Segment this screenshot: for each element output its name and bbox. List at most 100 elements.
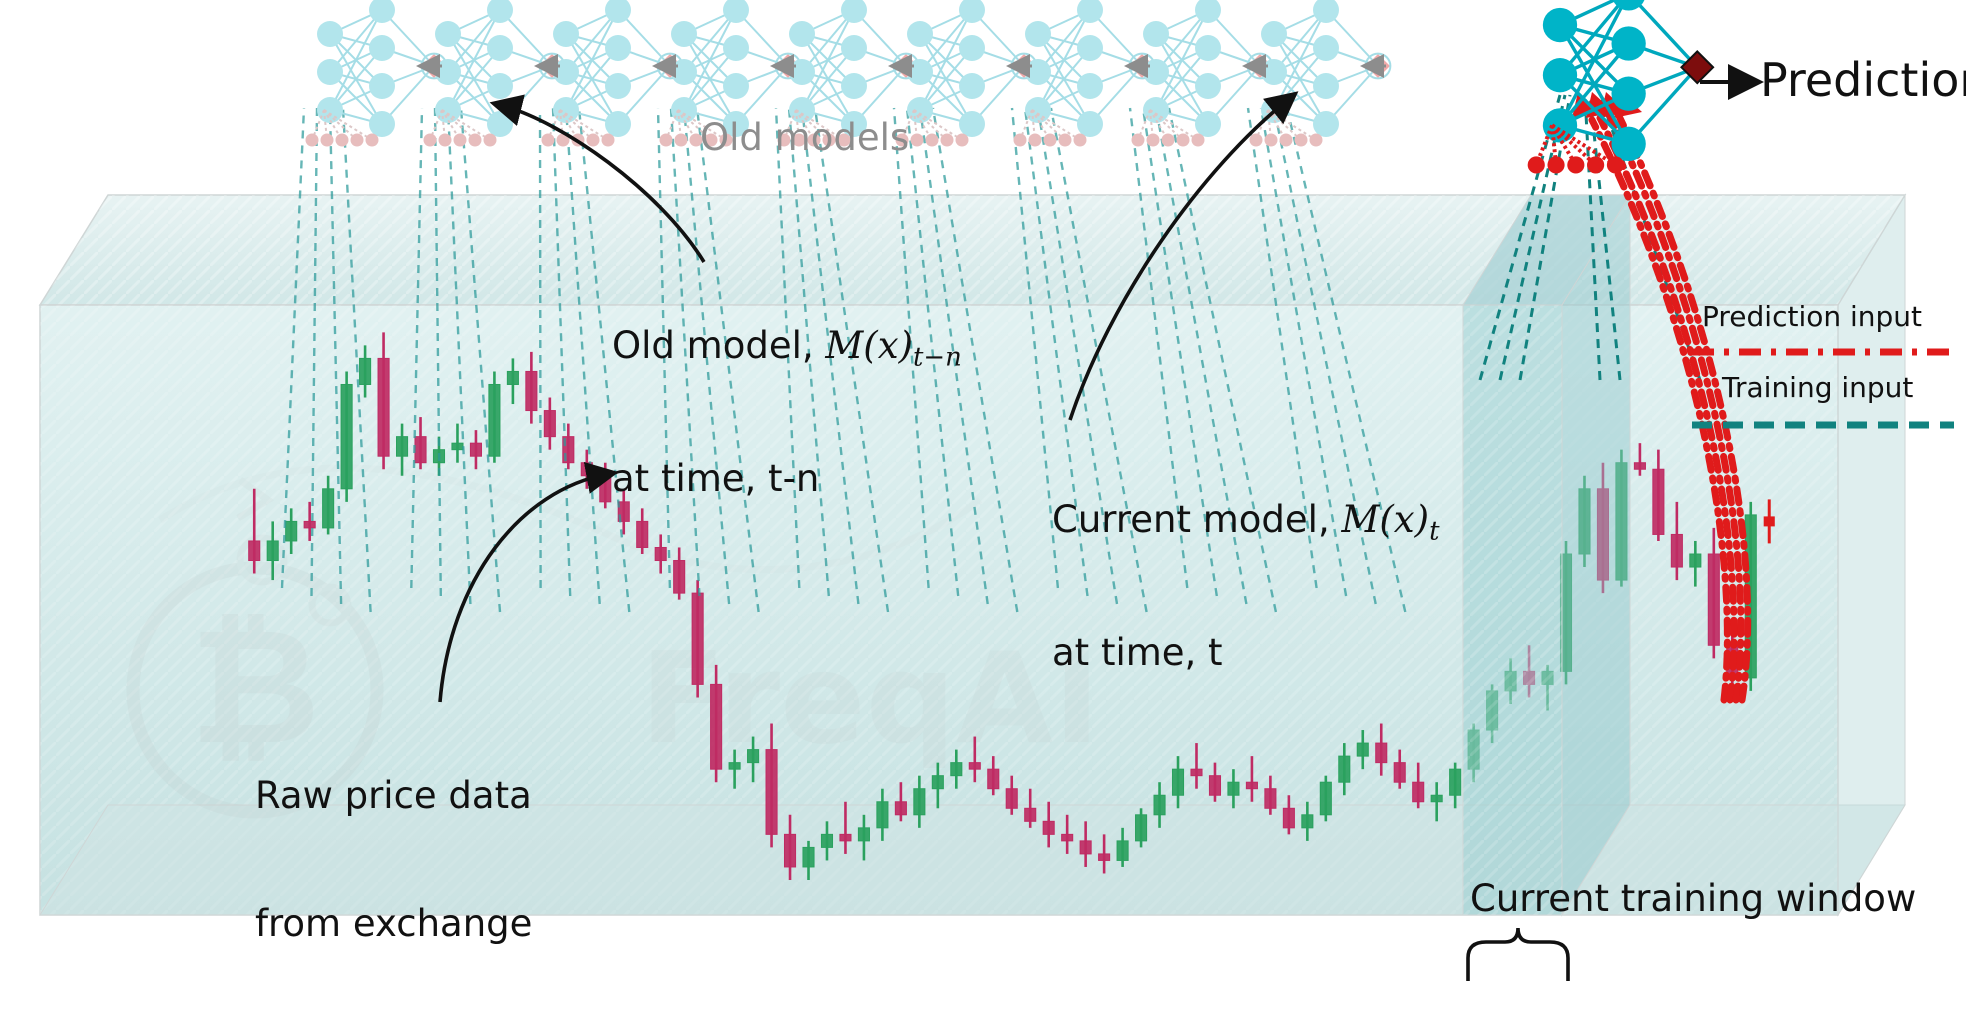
training-input-line xyxy=(774,107,801,589)
candle-body xyxy=(1412,781,1425,803)
network-node xyxy=(907,21,933,47)
network-edge xyxy=(1558,42,1630,127)
network-node xyxy=(435,21,461,47)
candle-body xyxy=(599,475,612,503)
input-dot xyxy=(659,133,673,147)
training-input-line xyxy=(787,107,830,597)
current-model-formula: M(x) xyxy=(1341,498,1430,542)
candle-body xyxy=(894,801,907,816)
network-node xyxy=(1261,21,1287,47)
training-input-line xyxy=(1285,107,1407,613)
old-model-network xyxy=(305,0,448,147)
old-model-time: at time, t-n xyxy=(612,457,820,501)
current-model-callout: Current model, M(x)t at time, t xyxy=(1052,414,1440,760)
input-dot xyxy=(1567,156,1585,174)
network-node xyxy=(435,97,461,123)
network-edge xyxy=(329,9,383,73)
input-dot xyxy=(1146,133,1160,147)
network-node xyxy=(553,21,579,47)
network-node xyxy=(907,97,933,123)
input-connector xyxy=(1550,125,1559,166)
candle-body xyxy=(1338,755,1351,783)
candle-body xyxy=(1190,768,1203,777)
training-input-line xyxy=(410,107,424,589)
network-node xyxy=(1025,21,1051,47)
old-model-callout: Old model, M(x)t−n at time, t-n xyxy=(612,240,962,586)
training-input-line xyxy=(1141,107,1218,597)
old-model-network xyxy=(541,0,684,147)
network-node xyxy=(317,21,343,47)
current-training-window-box xyxy=(1462,193,1631,917)
network-edge xyxy=(329,47,383,111)
network-node xyxy=(1195,0,1221,23)
network-node xyxy=(1195,73,1221,99)
input-dot xyxy=(1191,133,1205,147)
input-dot xyxy=(704,133,718,147)
candle-body xyxy=(1375,742,1388,764)
network-edge xyxy=(1155,47,1209,111)
candle-body xyxy=(1356,742,1369,757)
input-dot xyxy=(1161,133,1175,147)
network-edge xyxy=(329,9,383,111)
input-connector xyxy=(1031,109,1066,141)
network-node xyxy=(369,73,395,99)
candle-body xyxy=(765,749,778,835)
candle-body xyxy=(543,410,556,438)
input-dot xyxy=(541,133,555,147)
input-dot xyxy=(1176,133,1190,147)
candle-body xyxy=(617,501,630,522)
candle-body xyxy=(1208,775,1222,796)
training-input-line xyxy=(280,107,306,589)
network-node xyxy=(841,111,867,137)
input-dot xyxy=(601,133,615,147)
candle-body xyxy=(266,540,279,562)
input-connector xyxy=(795,109,830,141)
training-input-lines xyxy=(280,107,1407,613)
old-model-formula-sub: t−n xyxy=(913,342,962,373)
candle-body xyxy=(783,833,797,868)
network-node xyxy=(789,59,815,85)
input-dot xyxy=(1527,156,1545,174)
network-node xyxy=(723,0,749,23)
input-dot xyxy=(423,133,437,147)
network-node xyxy=(841,73,867,99)
candle-body xyxy=(562,436,575,464)
network-edge xyxy=(801,9,855,73)
network-node xyxy=(553,59,579,85)
network-node xyxy=(959,0,985,23)
candle-body xyxy=(1707,553,1720,646)
prediction-input-lines xyxy=(1588,110,1752,704)
candle-body xyxy=(377,357,390,457)
training-input-line xyxy=(892,107,930,589)
training-input-line xyxy=(564,107,601,605)
candle-body xyxy=(913,788,926,816)
network-edge xyxy=(1273,9,1327,73)
candle-body xyxy=(1061,833,1074,842)
training-input-line xyxy=(310,107,319,597)
network-edge xyxy=(1037,9,1091,111)
candle-body xyxy=(506,370,519,385)
network-edge xyxy=(683,9,737,73)
old-model-formula: M(x) xyxy=(825,324,914,368)
candle-body xyxy=(488,383,501,457)
current-model-prefix: Current model, xyxy=(1052,498,1342,542)
candle-body xyxy=(1578,488,1591,555)
input-dot xyxy=(305,133,319,147)
input-dot xyxy=(955,133,969,147)
network-node xyxy=(605,35,631,61)
input-dot xyxy=(792,133,806,147)
old-model-network xyxy=(895,0,1038,147)
candle-body xyxy=(636,520,649,548)
network-node xyxy=(723,111,749,137)
network-edge xyxy=(565,47,619,111)
network-edge xyxy=(1037,47,1091,111)
diagram-canvas: ₿ FreqAI xyxy=(38,0,1966,981)
candle-body xyxy=(1245,781,1258,790)
candle-body xyxy=(1596,488,1610,581)
input-dot xyxy=(1264,133,1278,147)
candle-body xyxy=(359,357,372,385)
candle-body xyxy=(710,683,723,770)
training-input-line xyxy=(341,107,372,613)
training-input-line xyxy=(931,107,1019,613)
network-node xyxy=(1143,59,1169,85)
